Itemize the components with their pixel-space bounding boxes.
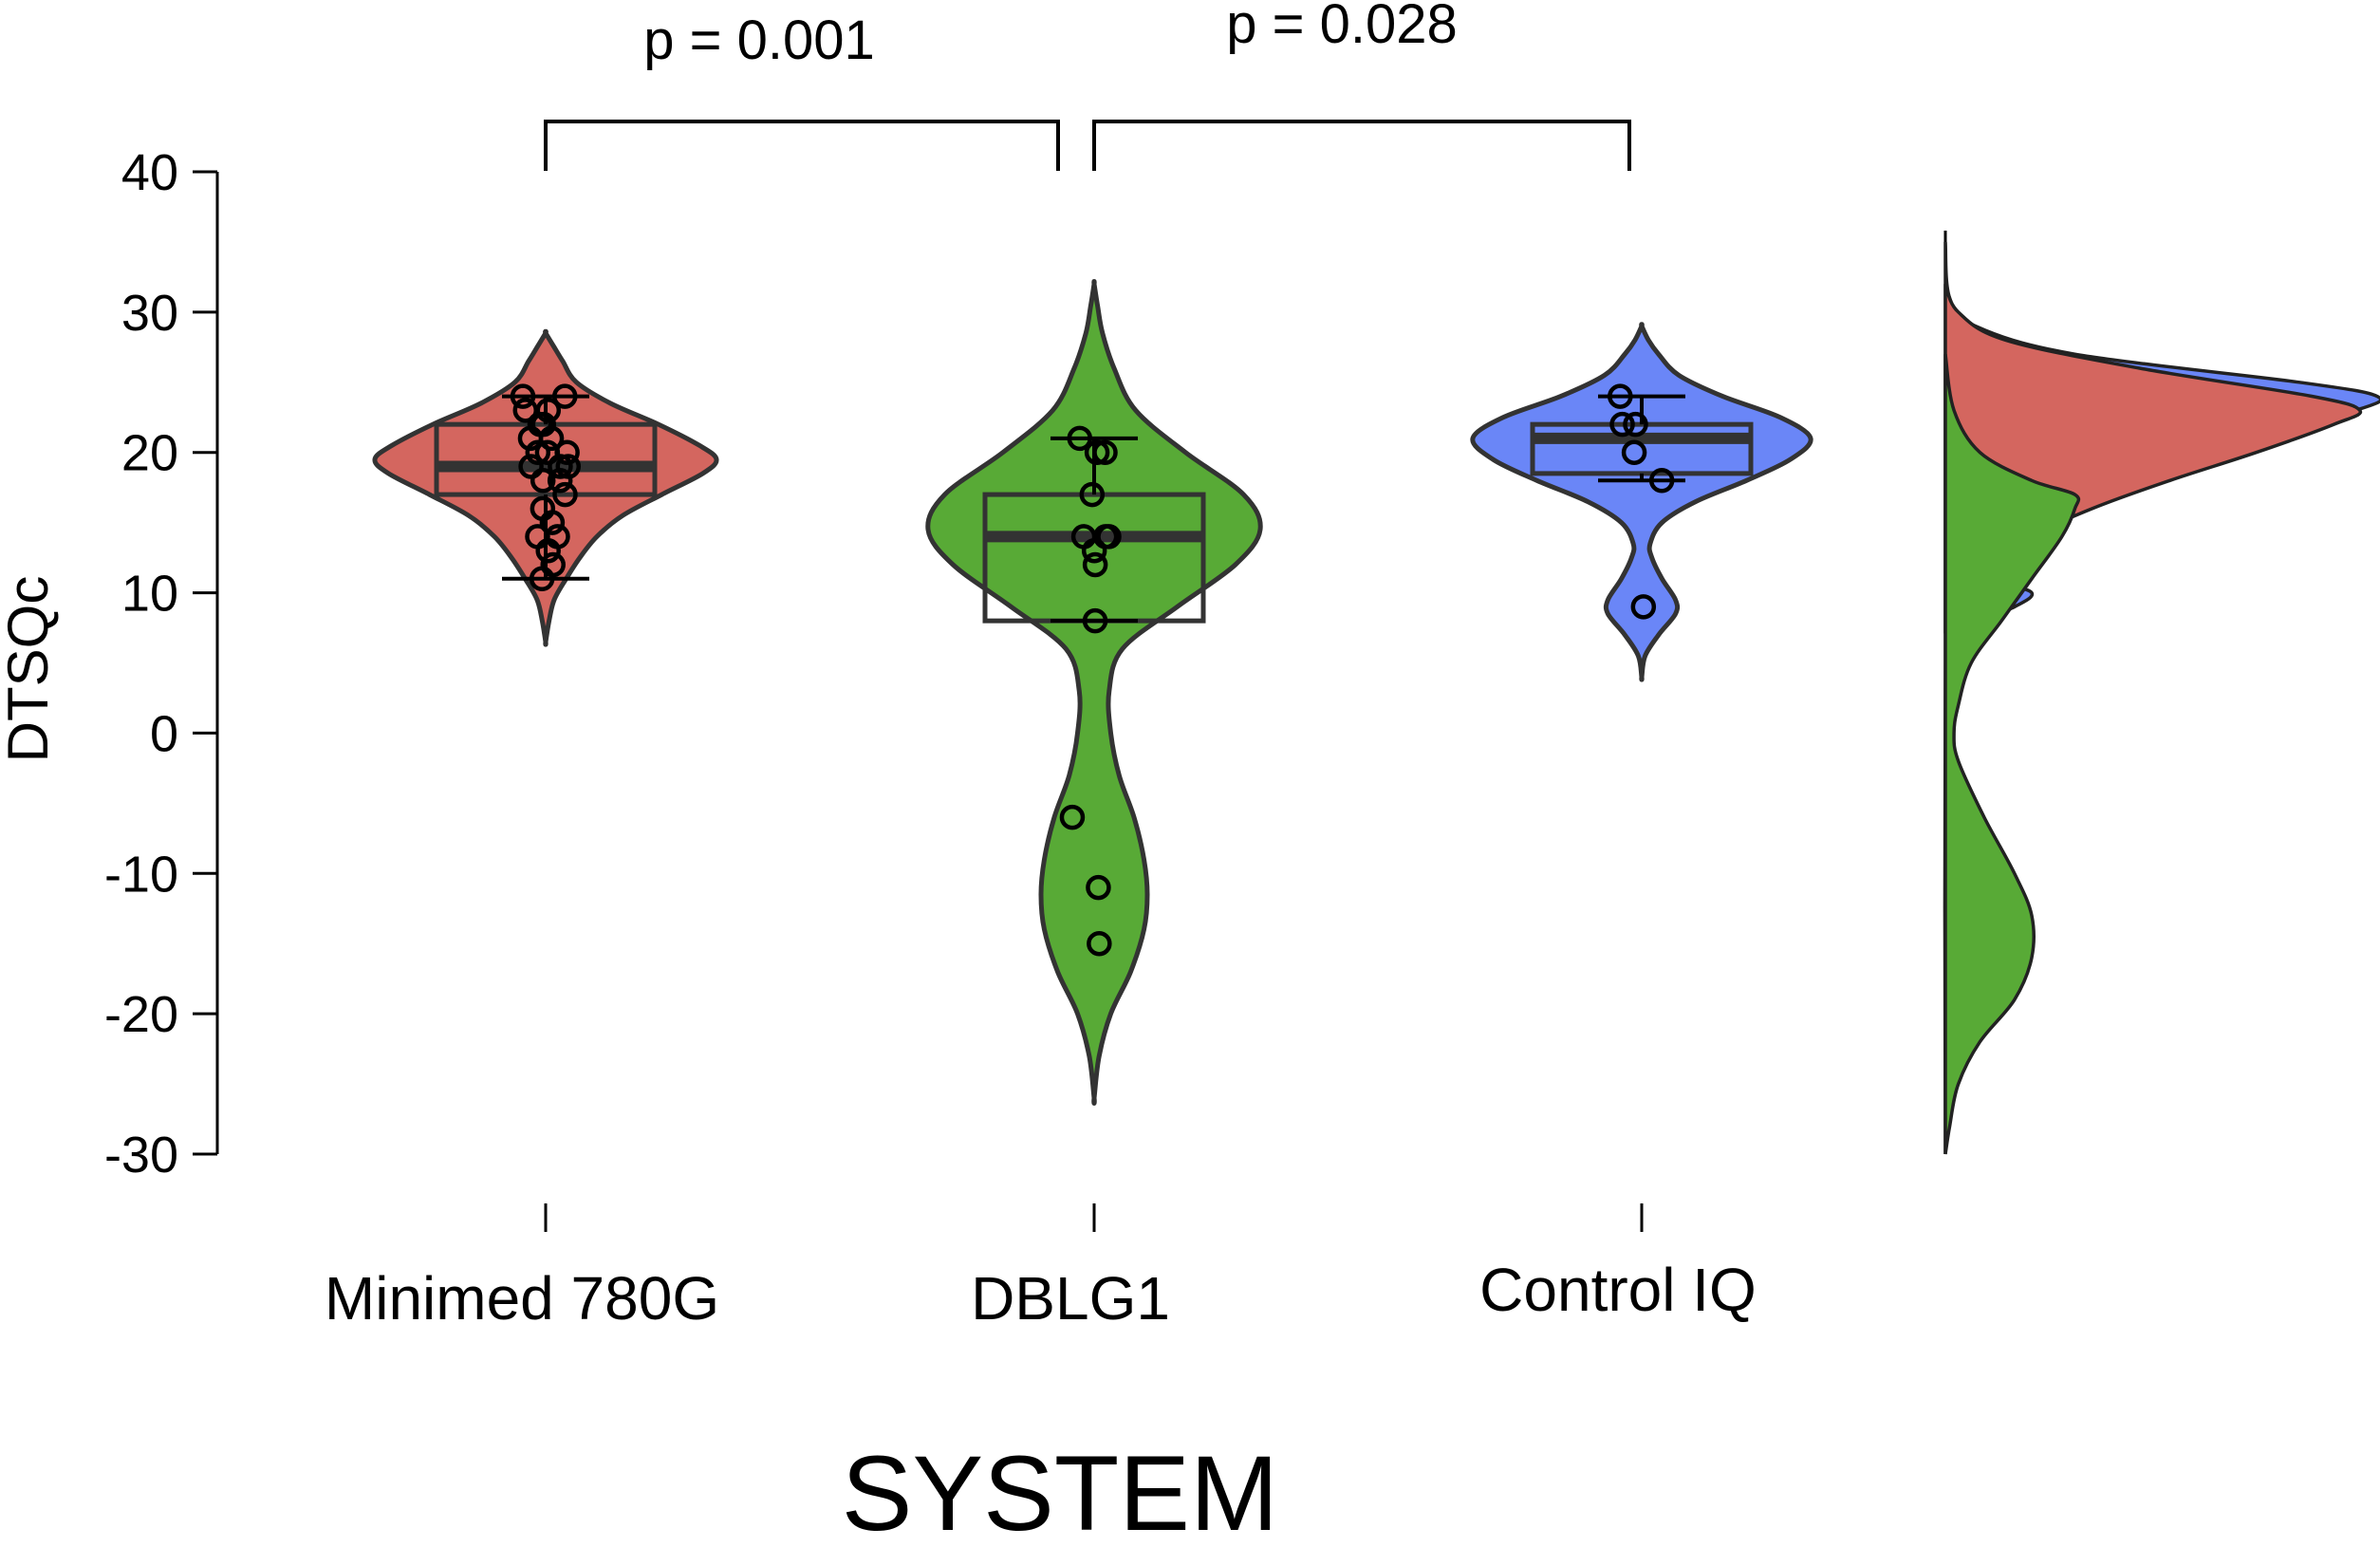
x-axis: Minimed 780G DBLG1 Control IQ — [325, 1203, 1757, 1333]
data-point — [1621, 439, 1647, 465]
data-point — [1059, 804, 1086, 830]
data-point — [554, 439, 580, 465]
data-point — [525, 439, 551, 465]
marginal-density-layer — [1943, 231, 2380, 1155]
y-tick-label: 20 — [121, 425, 178, 482]
violin-shape — [925, 279, 1263, 1106]
comparison-bracket — [544, 120, 1060, 171]
data-point — [1081, 537, 1107, 564]
violin-shape — [372, 328, 719, 647]
significance-brackets: p = 0.001 p = 0.028 — [544, 0, 1631, 171]
comparison-bracket — [1092, 120, 1631, 171]
violin-layer — [372, 279, 1813, 1106]
data-point — [1067, 425, 1093, 452]
data-point — [1648, 468, 1675, 494]
p-value-label: p = 0.001 — [643, 9, 875, 71]
marginal-density-dblg1 — [1943, 353, 2081, 1155]
y-tick-label: 10 — [121, 566, 178, 623]
y-axis: 40 30 20 10 0 -10 -20 -30 — [104, 144, 219, 1184]
x-tick-label: Control IQ — [1479, 1256, 1757, 1324]
data-point — [530, 468, 556, 494]
y-tick-label: -30 — [104, 1127, 178, 1184]
data-point — [1086, 874, 1111, 901]
y-tick-label: 40 — [121, 144, 178, 201]
data-point — [517, 425, 544, 452]
data-point — [1630, 594, 1657, 620]
violin-group — [1470, 322, 1813, 682]
data-point — [1084, 439, 1110, 465]
violin-group — [372, 328, 719, 647]
data-point — [1082, 607, 1108, 634]
y-tick-label: -20 — [104, 986, 178, 1043]
y-tick-label: 0 — [150, 705, 178, 762]
x-tick-label: Minimed 780G — [325, 1264, 719, 1333]
data-point — [547, 468, 573, 494]
y-tick-label: -10 — [104, 846, 178, 903]
y-axis-label: DTSQc — [0, 576, 60, 763]
data-point — [1092, 439, 1118, 465]
data-point — [1087, 930, 1112, 957]
x-tick-label: DBLG1 — [971, 1264, 1170, 1333]
data-point — [1623, 411, 1648, 438]
data-point — [548, 454, 573, 479]
data-point — [551, 383, 578, 409]
data-point — [552, 481, 578, 508]
data-point — [1608, 383, 1633, 409]
data-point — [510, 383, 536, 409]
x-axis-label: SYSTEM — [842, 1434, 1279, 1547]
data-point — [529, 566, 555, 592]
data-point — [1082, 551, 1108, 578]
p-value-label: p = 0.028 — [1226, 0, 1458, 55]
y-tick-label: 30 — [121, 285, 178, 342]
data-point — [535, 537, 561, 564]
data-point — [539, 510, 566, 535]
violin-shape — [1470, 322, 1813, 682]
data-point — [1609, 411, 1635, 438]
data-point — [1079, 481, 1106, 508]
violin-group — [925, 279, 1263, 1106]
